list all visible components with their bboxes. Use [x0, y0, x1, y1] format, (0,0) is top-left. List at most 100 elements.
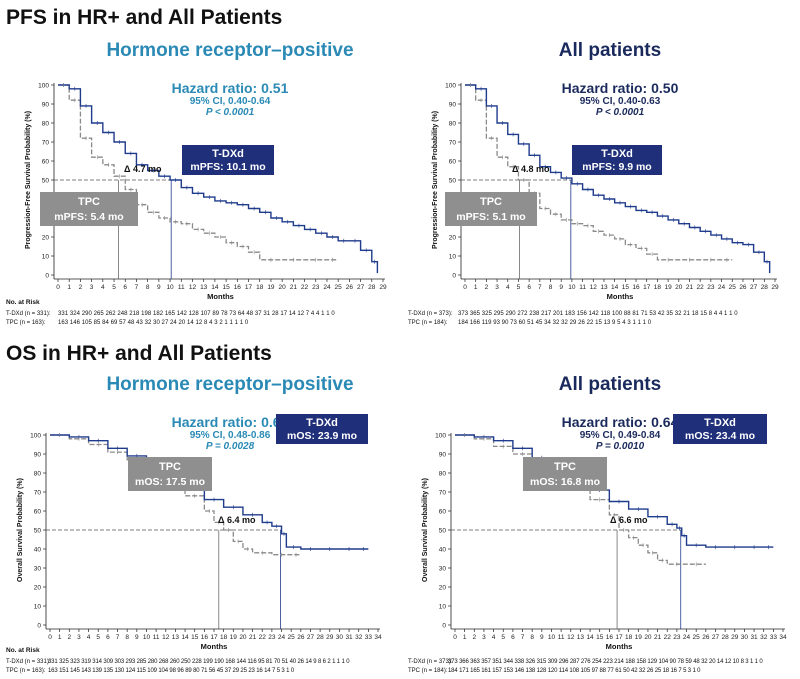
y-tick-label: 70: [439, 489, 447, 496]
tpc-box-median: mPFS: 5.1 mo: [456, 211, 525, 223]
y-tick-label: 50: [34, 527, 42, 534]
tpc-survival-curve: [50, 434, 301, 556]
pfs-hr-km-plot: 0102030405060708090100012345678910111213…: [25, 82, 387, 301]
x-tick-label: 16: [632, 284, 640, 291]
x-tick-label: 0: [453, 634, 457, 641]
x-tick-label: 20: [675, 284, 683, 291]
y-tick-label: 40: [34, 546, 42, 553]
x-tick-label: 2: [67, 634, 71, 641]
y-tick-label: 80: [449, 120, 457, 127]
x-tick-label: 9: [157, 284, 161, 291]
x-tick-label: 11: [153, 634, 160, 641]
x-tick-label: 18: [625, 634, 633, 641]
x-tick-label: 10: [166, 284, 174, 291]
x-tick-label: 14: [211, 284, 219, 291]
os-hr-heading: Hormone receptor–positive: [106, 374, 354, 395]
p-value: P < 0.0001: [595, 107, 645, 118]
p-value: P < 0.0001: [205, 107, 255, 118]
y-tick-label: 30: [34, 565, 42, 572]
x-tick-label: 1: [463, 634, 467, 641]
x-tick-label: 30: [741, 634, 749, 641]
y-tick-label: 90: [42, 101, 50, 108]
x-tick-label: 19: [230, 634, 238, 641]
y-tick-label: 20: [34, 584, 42, 591]
x-tick-label: 18: [220, 634, 228, 641]
x-tick-label: 20: [239, 634, 247, 641]
x-tick-label: 25: [335, 284, 343, 291]
x-tick-label: 34: [779, 634, 787, 641]
x-tick-label: 4: [87, 634, 91, 641]
risk-label-tpc: TPC (n = 163):: [6, 668, 46, 674]
y-tick-label: 10: [34, 603, 42, 610]
x-tick-label: 23: [673, 634, 681, 641]
y-tick-label: 80: [34, 470, 42, 477]
x-axis-label: Months: [207, 292, 234, 301]
x-tick-label: 8: [530, 634, 534, 641]
x-tick-label: 22: [697, 284, 705, 291]
median-delta-label: Δ 4.7 mo: [124, 164, 162, 174]
y-tick-label: 10: [449, 253, 457, 260]
y-tick-label: 60: [439, 508, 447, 515]
x-tick-label: 3: [90, 284, 94, 291]
y-tick-label: 50: [439, 527, 447, 534]
x-tick-label: 15: [191, 634, 199, 641]
tdxd-box-median: mOS: 23.4 mo: [685, 430, 755, 442]
tpc-box-title: TPC: [159, 461, 181, 473]
risk-row-tpc: 184 166 119 93 90 73 60 51 45 34 32 32 2…: [458, 320, 652, 326]
x-tick-label: 21: [654, 634, 662, 641]
x-tick-label: 25: [693, 634, 701, 641]
x-tick-label: 6: [123, 284, 127, 291]
risk-row-tpc: 163 146 105 85 84 69 57 48 43 32 30 27 2…: [58, 320, 249, 326]
y-tick-label: 70: [42, 139, 50, 146]
tpc-median-box: [523, 457, 607, 491]
x-tick-label: 16: [201, 634, 209, 641]
y-tick-label: 80: [42, 120, 50, 127]
tdxd-survival-curve: [455, 434, 774, 548]
x-tick-label: 17: [245, 284, 253, 291]
pfs-hr-hazard-block: Hazard ratio: 0.51 95% CI, 0.40-0.64 P <…: [130, 80, 330, 118]
x-tick-label: 29: [731, 634, 739, 641]
pfs-all-hazard-block: Hazard ratio: 0.50 95% CI, 0.40-0.63 P <…: [520, 80, 720, 118]
tdxd-survival-curve: [465, 84, 771, 274]
x-tick-label: 9: [540, 634, 544, 641]
y-tick-label: 10: [439, 603, 447, 610]
tdxd-box-median: mOS: 23.9 mo: [287, 430, 357, 442]
y-axis-label: Overall Survival Probability (%): [17, 478, 24, 582]
risk-row-tpc: 163 151 145 143 139 135 130 124 115 109 …: [48, 668, 294, 674]
x-tick-label: 15: [622, 284, 630, 291]
x-tick-label: 23: [268, 634, 276, 641]
median-delta-label: Δ 4.8 mo: [512, 164, 550, 174]
tpc-box-median: mOS: 17.5 mo: [135, 476, 205, 488]
y-tick-label: 0: [442, 622, 446, 629]
x-tick-label: 28: [317, 634, 325, 641]
x-tick-label: 29: [771, 284, 779, 291]
y-tick-label: 30: [439, 565, 447, 572]
x-tick-label: 3: [77, 634, 81, 641]
x-tick-label: 24: [683, 634, 691, 641]
x-tick-label: 13: [577, 634, 585, 641]
tdxd-median-box: [673, 414, 767, 444]
x-tick-label: 15: [222, 284, 230, 291]
risk-label-tdxd: T-DXd (n = 373):: [408, 311, 453, 317]
x-tick-label: 4: [492, 634, 496, 641]
y-tick-label: 20: [439, 584, 447, 591]
y-tick-label: 0: [452, 272, 456, 279]
x-tick-label: 16: [606, 634, 614, 641]
x-tick-label: 17: [643, 284, 651, 291]
x-tick-label: 26: [739, 284, 747, 291]
y-tick-label: 90: [439, 451, 447, 458]
x-tick-label: 8: [125, 634, 129, 641]
x-tick-label: 21: [249, 634, 257, 641]
os-all-heading: All patients: [558, 374, 662, 395]
x-tick-label: 13: [200, 284, 208, 291]
x-tick-label: 12: [189, 284, 197, 291]
y-tick-label: 60: [449, 158, 457, 165]
x-tick-label: 7: [135, 284, 139, 291]
x-tick-label: 26: [702, 634, 710, 641]
tpc-box-median: mPFS: 5.4 mo: [54, 211, 123, 223]
x-tick-label: 2: [485, 284, 489, 291]
y-tick-label: 100: [445, 82, 456, 89]
x-tick-label: 10: [568, 284, 576, 291]
